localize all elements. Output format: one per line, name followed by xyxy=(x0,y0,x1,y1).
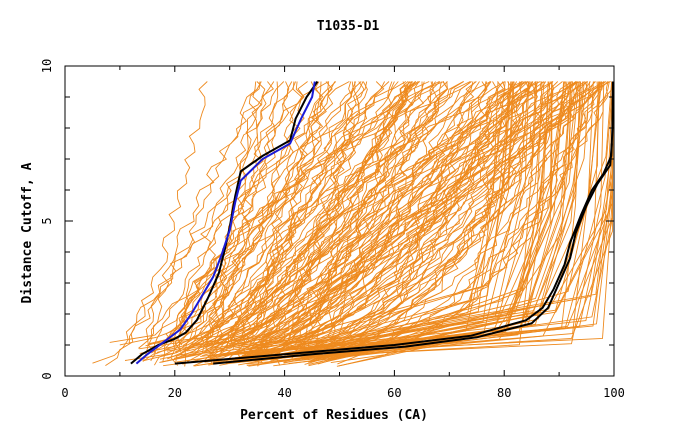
x-axis-label: Percent of Residues (CA) xyxy=(240,408,428,423)
x-tick-label: 100 xyxy=(603,386,625,400)
y-tick-label: 0 xyxy=(40,372,54,379)
model-curve xyxy=(155,81,293,355)
model-curve xyxy=(163,81,425,367)
model-curve xyxy=(124,81,357,361)
highlight-series-4 xyxy=(213,143,613,365)
model-curve xyxy=(296,81,591,357)
model-curve xyxy=(184,81,525,356)
x-tick-label: 40 xyxy=(277,386,291,400)
model-curve xyxy=(214,81,488,345)
model-curve xyxy=(209,81,531,365)
model-curve xyxy=(212,81,499,363)
model-curve xyxy=(336,81,565,358)
model-curve xyxy=(257,81,510,366)
model-curve xyxy=(181,81,330,353)
model-curve xyxy=(109,81,279,343)
model-curve xyxy=(327,81,589,344)
model-curve xyxy=(326,81,572,360)
axis-ticks: 0 20 40 60 80 100 0 5 10 xyxy=(40,59,625,400)
model-curve xyxy=(138,81,416,349)
model-curve xyxy=(336,81,602,347)
model-curve xyxy=(235,81,563,362)
model-curve xyxy=(307,81,529,353)
model-curve xyxy=(184,81,480,367)
model-curve xyxy=(234,81,534,349)
model-curve xyxy=(304,81,504,365)
model-curve xyxy=(245,81,581,358)
model-curve xyxy=(92,81,208,364)
model-curve xyxy=(243,81,448,346)
y-tick-label: 10 xyxy=(40,59,54,73)
model-curve xyxy=(323,81,589,357)
model-curve xyxy=(147,81,275,362)
model-curve xyxy=(186,81,541,362)
model-curve xyxy=(162,81,445,363)
model-curve xyxy=(221,81,596,355)
model-curve xyxy=(105,81,262,366)
model-curve xyxy=(246,81,537,357)
model-curve xyxy=(223,81,324,358)
model-curve xyxy=(139,81,411,350)
model-curve xyxy=(266,81,472,357)
model-curve xyxy=(254,81,506,362)
model-curve xyxy=(225,81,529,356)
model-curve xyxy=(256,81,554,364)
y-axis-label: Distance Cutoff, A xyxy=(20,162,35,303)
model-curve xyxy=(174,81,333,352)
model-curve xyxy=(307,81,545,358)
model-curve xyxy=(334,81,543,356)
model-curve xyxy=(143,81,407,361)
model-curve xyxy=(231,81,506,352)
highlight-series-2 xyxy=(135,81,316,365)
x-tick-label: 80 xyxy=(497,386,511,400)
y-tick-label: 5 xyxy=(40,217,54,224)
x-tick-label: 60 xyxy=(387,386,401,400)
model-curve xyxy=(270,81,565,359)
chart-title: T1035-D1 xyxy=(317,19,380,34)
x-tick-label: 20 xyxy=(168,386,182,400)
model-curve xyxy=(283,81,614,364)
model-curve xyxy=(182,81,329,346)
model-curve xyxy=(139,81,416,354)
model-curve xyxy=(128,81,308,344)
model-curve xyxy=(231,81,476,345)
model-curve xyxy=(174,81,472,351)
model-curve xyxy=(295,81,605,358)
model-curve xyxy=(203,81,464,362)
model-curve xyxy=(225,81,448,364)
highlight-curves xyxy=(130,80,614,365)
model-curve xyxy=(337,81,538,365)
highlight-series-3 xyxy=(174,81,614,365)
model-curve xyxy=(275,81,611,366)
model-curve xyxy=(301,81,613,361)
highlight-series-1 xyxy=(130,80,319,365)
model-curve xyxy=(278,81,477,358)
model-curve xyxy=(246,81,601,365)
model-curve xyxy=(170,81,430,366)
model-curve xyxy=(242,81,514,361)
model-curve xyxy=(225,81,303,363)
model-curve xyxy=(219,81,572,357)
model-curve xyxy=(194,81,368,367)
model-curve xyxy=(206,81,290,346)
model-curve xyxy=(251,81,605,349)
model-curve xyxy=(177,81,523,346)
model-curve xyxy=(246,81,471,354)
model-curve xyxy=(261,81,610,348)
model-curve xyxy=(309,81,607,359)
model-curve xyxy=(221,81,385,357)
model-curve xyxy=(230,81,610,364)
model-curve xyxy=(243,81,423,355)
x-tick-label: 0 xyxy=(61,386,68,400)
model-curve xyxy=(182,81,515,365)
model-curve xyxy=(319,81,608,354)
model-curve xyxy=(288,81,553,364)
model-curve xyxy=(265,81,595,359)
model-curve xyxy=(262,81,492,355)
